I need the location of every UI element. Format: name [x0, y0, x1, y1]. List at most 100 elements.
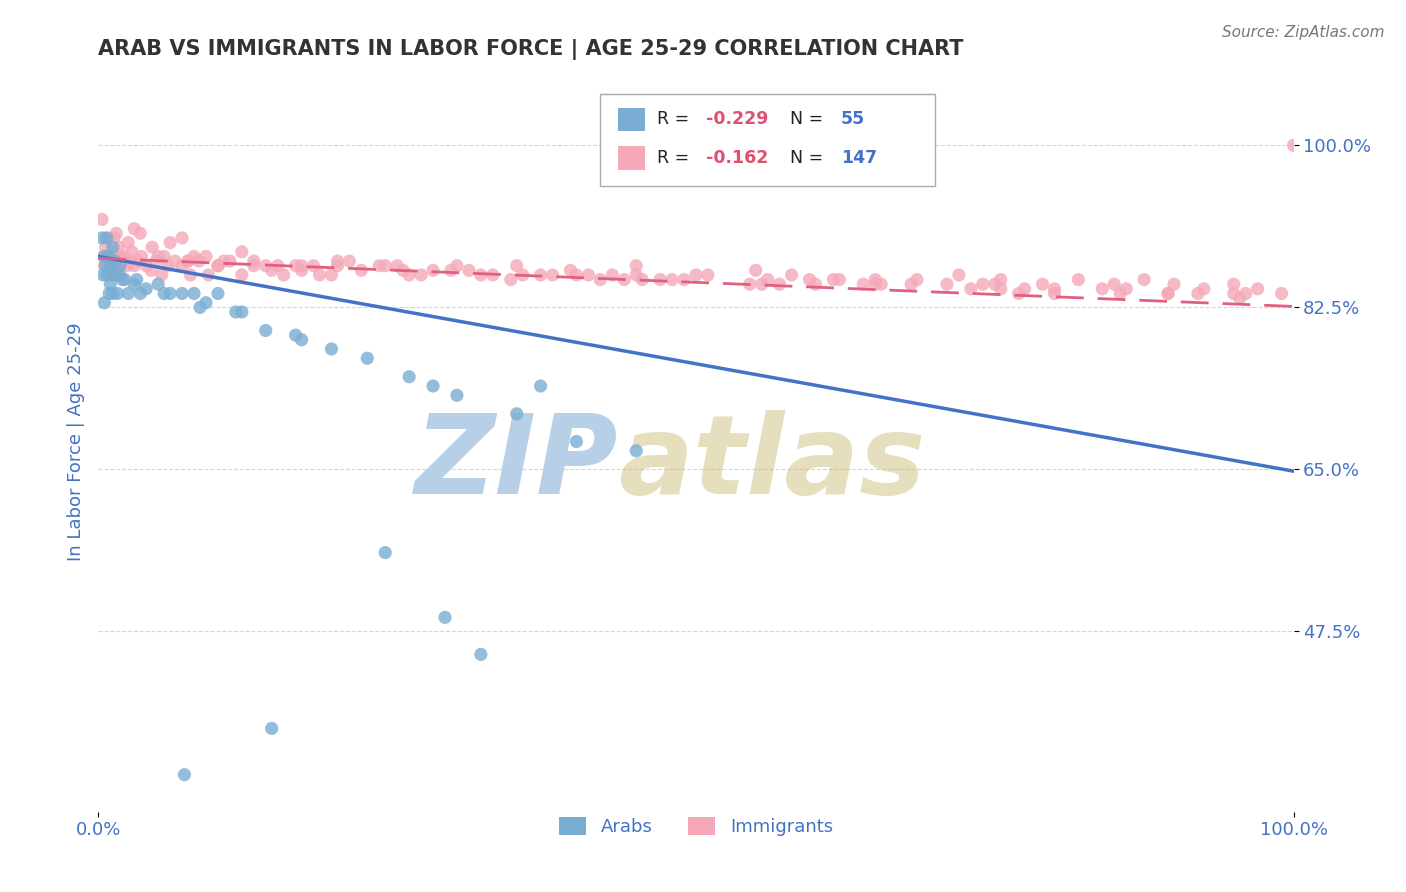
Point: [195, 250, 218, 264]
Text: 55: 55: [841, 111, 865, 128]
Y-axis label: In Labor Force | Age 25-29: In Labor Force | Age 25-29: [66, 322, 84, 561]
Point: [98, 259, 122, 273]
Point: [243, 254, 266, 268]
Point: [446, 388, 468, 402]
Point: [1223, 286, 1246, 301]
Point: [96, 231, 118, 245]
Point: [93, 295, 115, 310]
Point: [124, 259, 146, 273]
Point: [972, 277, 994, 292]
Point: [187, 254, 209, 268]
Point: [104, 254, 127, 268]
Point: [107, 240, 129, 254]
Point: [870, 277, 893, 292]
Point: [100, 259, 122, 273]
Point: [1157, 286, 1180, 301]
Point: [1247, 282, 1270, 296]
Point: [93, 250, 115, 264]
Text: Source: ZipAtlas.com: Source: ZipAtlas.com: [1222, 25, 1385, 40]
Point: [828, 272, 851, 286]
Point: [1271, 286, 1294, 301]
Point: [626, 259, 648, 273]
Point: [990, 282, 1012, 296]
Point: [98, 277, 122, 292]
Point: [470, 648, 492, 662]
Point: [177, 254, 200, 268]
Point: [1014, 282, 1036, 296]
Point: [738, 277, 761, 292]
Point: [107, 254, 129, 268]
Point: [231, 305, 253, 319]
Point: [905, 272, 928, 286]
Point: [284, 328, 307, 343]
Point: [231, 268, 253, 282]
Point: [105, 268, 128, 282]
Point: [111, 272, 134, 286]
Point: [273, 268, 295, 282]
Point: [613, 272, 636, 286]
Point: [260, 263, 283, 277]
Point: [1234, 286, 1257, 301]
Point: [1163, 277, 1185, 292]
Point: [1032, 277, 1054, 292]
Point: [481, 268, 505, 282]
Point: [105, 227, 128, 241]
Point: [422, 263, 444, 277]
Point: [153, 250, 176, 264]
Text: N =: N =: [790, 111, 830, 128]
Point: [1157, 286, 1180, 301]
Point: [121, 244, 143, 259]
Text: ARAB VS IMMIGRANTS IN LABOR FORCE | AGE 25-29 CORRELATION CHART: ARAB VS IMMIGRANTS IN LABOR FORCE | AGE …: [98, 38, 965, 60]
Point: [108, 259, 131, 273]
Point: [900, 277, 922, 292]
Point: [173, 767, 195, 781]
Point: [626, 443, 648, 458]
Point: [745, 263, 768, 277]
Point: [103, 268, 125, 282]
Point: [101, 286, 124, 301]
Point: [321, 268, 343, 282]
Point: [98, 250, 121, 264]
FancyBboxPatch shape: [600, 94, 935, 186]
Point: [100, 244, 122, 259]
Point: [565, 268, 588, 282]
Point: [990, 272, 1012, 286]
Point: [98, 254, 122, 268]
Point: [110, 250, 132, 264]
Point: [207, 259, 229, 273]
Point: [135, 259, 157, 273]
Point: [212, 254, 235, 268]
Point: [852, 277, 875, 292]
Point: [156, 259, 179, 273]
Point: [127, 254, 149, 268]
Point: [135, 282, 157, 296]
Point: [172, 259, 194, 273]
Point: [93, 259, 115, 273]
Point: [177, 254, 200, 268]
Point: [183, 286, 205, 301]
Text: 147: 147: [841, 149, 877, 167]
Point: [374, 259, 396, 273]
Point: [98, 268, 121, 282]
Point: [1192, 282, 1215, 296]
Point: [398, 369, 420, 384]
Point: [661, 272, 683, 286]
Point: [91, 268, 114, 282]
Point: [804, 277, 827, 292]
Point: [141, 240, 163, 254]
Point: [751, 277, 773, 292]
Point: [422, 379, 444, 393]
Point: [114, 272, 136, 286]
Point: [541, 268, 564, 282]
Point: [96, 231, 118, 245]
Point: [470, 268, 492, 282]
Point: [374, 545, 396, 560]
Point: [440, 263, 463, 277]
Point: [197, 268, 219, 282]
Point: [254, 259, 277, 273]
Point: [411, 268, 433, 282]
Point: [219, 254, 242, 268]
Point: [626, 268, 648, 282]
Text: R =: R =: [657, 149, 695, 167]
Point: [530, 268, 553, 282]
